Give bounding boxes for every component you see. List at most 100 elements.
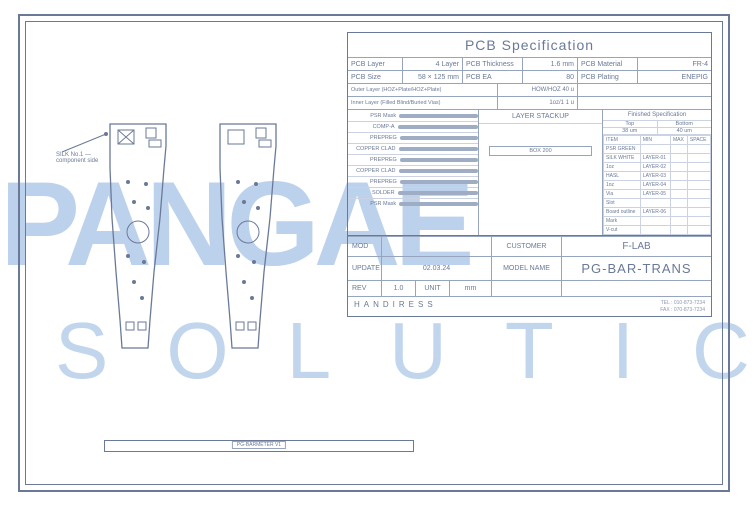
grid-cell	[671, 172, 688, 181]
r1c1l: PCB Layer	[348, 58, 403, 70]
grid-cell: HASL	[604, 172, 641, 181]
grid-cell	[687, 208, 710, 217]
right-panel-grid: ITEM MIN MAX SPACE PSR GREENSILK WHITELA…	[603, 135, 711, 235]
grid-cell	[687, 199, 710, 208]
grid-row: 1ozLAYER-02	[604, 163, 711, 172]
r2c2l: PCB EA	[463, 71, 523, 83]
mod-label: MOD	[348, 236, 382, 256]
stack-bar	[400, 136, 478, 140]
stack-bar	[400, 158, 478, 162]
grid-cell	[687, 217, 710, 226]
stack-bar	[399, 202, 478, 206]
r1c2l: PCB Thickness	[463, 58, 523, 70]
box-left-label: BOX 200	[489, 146, 592, 156]
grid-cell: LAYER-06	[640, 208, 670, 217]
spec-row-1: PCB Layer 4 Layer PCB Thickness 1.6 mm P…	[348, 57, 711, 70]
stack-label: COMP-A	[348, 124, 398, 130]
spec-right-col: Finished Specification Top Bottom 38 um …	[603, 110, 711, 235]
layer-stack-title: LAYER STACKUP	[479, 110, 602, 124]
grid-cell	[687, 226, 710, 235]
r4c1v: 1oz/1 1 u	[498, 97, 578, 109]
model-label: MODEL NAME	[492, 256, 562, 280]
stack-row: PREPREG	[348, 154, 478, 165]
grid-cell	[640, 199, 670, 208]
model-value: PG-BAR-TRANS	[562, 256, 711, 280]
drawing-outer-frame: SILK No.1 — component side PG-BARMETER V…	[18, 14, 730, 492]
grid-cell: PSR GREEN	[604, 145, 641, 154]
grid-cell	[687, 190, 710, 199]
pcb-outline-1	[104, 122, 172, 352]
rp-sub-1: 40 um	[658, 128, 712, 134]
rp-sub-0: 38 um	[603, 128, 658, 134]
footer-left: HANDIRESS	[354, 300, 437, 313]
grid-cell	[687, 154, 710, 163]
spec-row-2: PCB Size 58 × 125 mm PCB EA 80 PCB Plati…	[348, 70, 711, 83]
stack-bar	[399, 147, 478, 151]
gh0: ITEM	[604, 136, 641, 145]
grid-cell: V-cut	[604, 226, 641, 235]
grid-cell	[671, 163, 688, 172]
grid-row: Board outlineLAYER-06	[604, 208, 711, 217]
gh1: MIN	[640, 136, 670, 145]
pcb-outline-2	[214, 122, 282, 352]
stack-row: PREPREG	[348, 176, 478, 187]
update-value: 02.03.24	[382, 256, 492, 280]
grid-cell: LAYER-01	[640, 154, 670, 163]
stack-bar	[400, 180, 478, 184]
drawing-inner-frame: SILK No.1 — component side PG-BARMETER V…	[25, 21, 723, 485]
layer-stack-title-placeholder	[578, 84, 711, 96]
grid-cell: 1oz	[604, 181, 641, 190]
customer-value: F-LAB	[562, 236, 711, 256]
grid-cell: LAYER-04	[640, 181, 670, 190]
footer-line: HANDIRESS TEL : 010-873-7234 FAX : 070-8…	[348, 296, 711, 316]
grid-cell	[640, 226, 670, 235]
grid-cell: LAYER-02	[640, 163, 670, 172]
r4c1l: Inner Layer (Filled Blind/Buried Vias)	[348, 97, 498, 109]
grid-cell: SILK WHITE	[604, 154, 641, 163]
stack-label: PSR Mask	[348, 201, 399, 207]
stack-label: PREPREG	[348, 135, 400, 141]
grid-row: ViaLAYER-05	[604, 190, 711, 199]
grid-cell	[640, 217, 670, 226]
spec-row-3: Outer Layer (HOZ+Plate/HOZ+Plate) HOW/HO…	[348, 83, 711, 96]
grid-cell	[671, 217, 688, 226]
stack-bar	[398, 191, 478, 195]
grid-cell	[687, 145, 710, 154]
grid-cell	[640, 145, 670, 154]
grid-cell	[671, 208, 688, 217]
long-part-label: PG-BARMETER V1	[232, 441, 286, 449]
grid-row: Mark	[604, 217, 711, 226]
grid-row: PSR GREEN	[604, 145, 711, 154]
grid-cell: 1oz	[604, 163, 641, 172]
callout-text: SILK No.1 — component side	[56, 152, 106, 164]
grid-cell	[671, 181, 688, 190]
grid-row: 1ozLAYER-04	[604, 181, 711, 190]
gh2: MAX	[671, 136, 688, 145]
r3c1l: Outer Layer (HOZ+Plate/HOZ+Plate)	[348, 84, 498, 96]
customer-label: CUSTOMER	[492, 236, 562, 256]
spec-body: PSR MaskCOMP-APREPREGCOPPER CLADPREPREGC…	[348, 109, 711, 235]
grid-cell	[671, 199, 688, 208]
grid-cell	[687, 163, 710, 172]
rev-label: REV	[348, 280, 382, 296]
stack-label: PSR Mask	[348, 113, 399, 119]
stack-label: SOLDER	[348, 190, 398, 196]
gh3: SPACE	[687, 136, 710, 145]
r1c3l: PCB Material	[578, 58, 638, 70]
r1c3v: FR-4	[638, 58, 711, 70]
spec-left-col: PSR MaskCOMP-APREPREGCOPPER CLADPREPREGC…	[348, 110, 478, 235]
stack-row: SOLDER	[348, 187, 478, 198]
footer-tel: TEL : 010-873-7234	[661, 300, 705, 306]
grid-row: Slot	[604, 199, 711, 208]
spec-row-4: Inner Layer (Filled Blind/Buried Vias) 1…	[348, 96, 711, 109]
stack-row: COMP-A	[348, 121, 478, 132]
spec-title: PCB Specification	[348, 33, 711, 57]
stack-row: COPPER CLAD	[348, 165, 478, 176]
r2c1v: 58 × 125 mm	[403, 71, 463, 83]
stack-bar	[398, 125, 478, 129]
grid-row: SILK WHITELAYER-01	[604, 154, 711, 163]
finish-spec-title: Finished Specification	[603, 110, 711, 121]
grid-cell	[687, 181, 710, 190]
r2c2v: 80	[523, 71, 578, 83]
rp-col-top: Top	[603, 121, 658, 127]
